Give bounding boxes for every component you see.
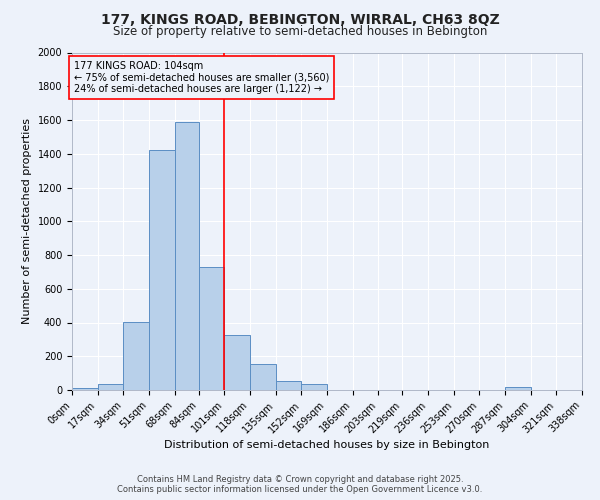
Bar: [224, 335, 250, 390]
Text: 177, KINGS ROAD, BEBINGTON, WIRRAL, CH63 8QZ: 177, KINGS ROAD, BEBINGTON, WIRRAL, CH63…: [101, 12, 499, 26]
Text: Contains HM Land Registry data © Crown copyright and database right 2025.
Contai: Contains HM Land Registry data © Crown c…: [118, 474, 482, 494]
X-axis label: Distribution of semi-detached houses by size in Bebington: Distribution of semi-detached houses by …: [164, 440, 490, 450]
Bar: [250, 364, 275, 390]
Bar: [175, 122, 199, 390]
Bar: [275, 380, 301, 390]
Text: Size of property relative to semi-detached houses in Bebington: Size of property relative to semi-detach…: [113, 25, 487, 38]
Bar: [505, 388, 530, 390]
Y-axis label: Number of semi-detached properties: Number of semi-detached properties: [22, 118, 32, 324]
Bar: [149, 150, 175, 390]
Bar: [199, 267, 224, 390]
Bar: [301, 384, 327, 390]
Bar: [72, 388, 98, 390]
Text: 177 KINGS ROAD: 104sqm
← 75% of semi-detached houses are smaller (3,560)
24% of : 177 KINGS ROAD: 104sqm ← 75% of semi-det…: [74, 61, 329, 94]
Bar: [124, 322, 149, 390]
Bar: [98, 384, 124, 390]
